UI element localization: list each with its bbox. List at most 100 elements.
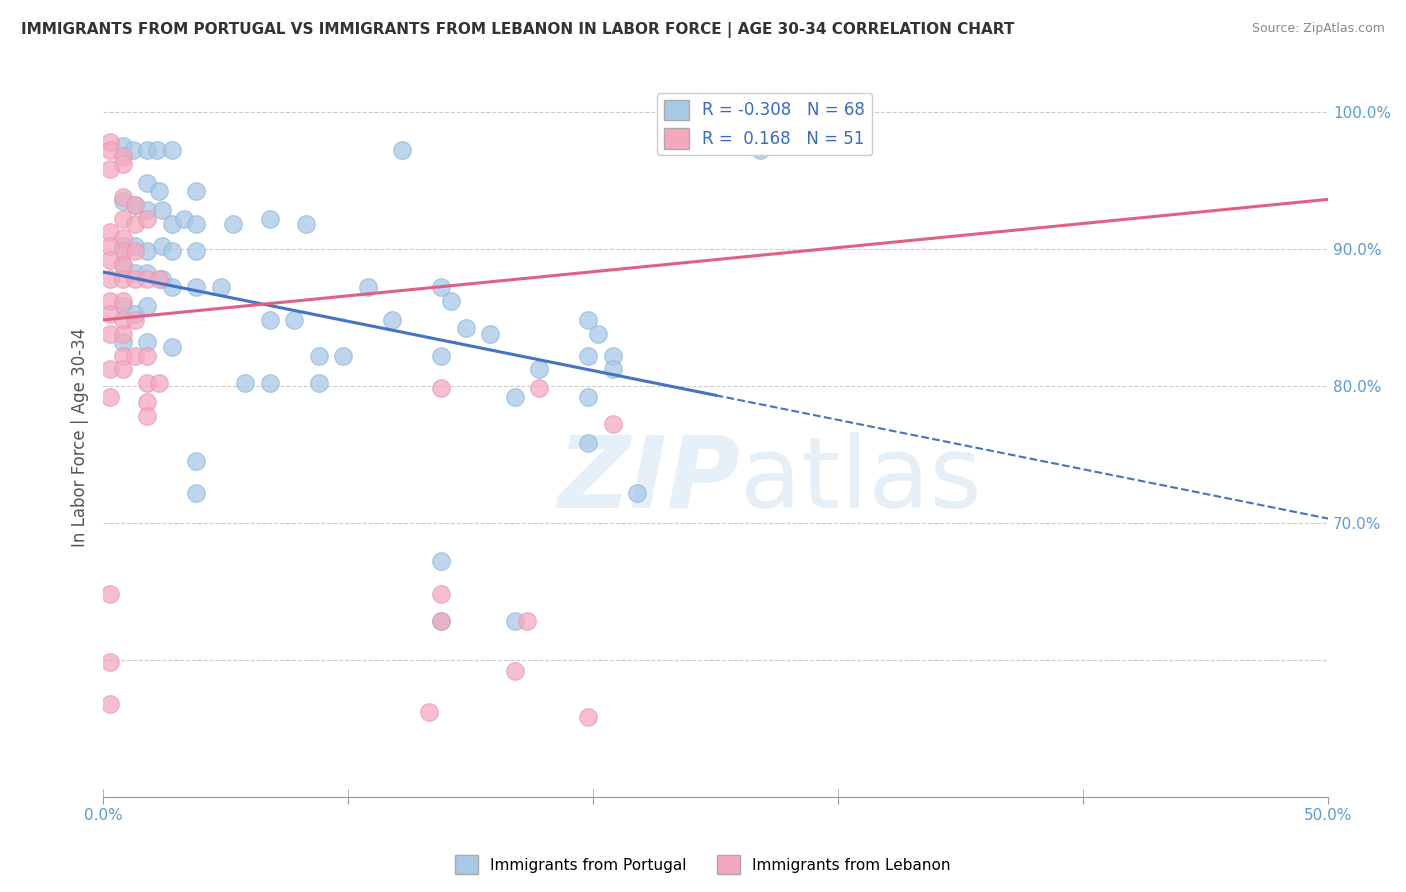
Point (295, 217, 318, 231)
Point (150, 203, 173, 218)
Point (111, 211, 134, 226)
Point (259, 313, 281, 327)
Point (136, 409, 159, 423)
Point (111, 244, 134, 259)
Point (332, 349, 354, 363)
Point (148, 184, 170, 198)
Point (124, 313, 146, 327)
Point (440, 293, 463, 308)
Point (136, 349, 159, 363)
Point (259, 211, 281, 226)
Point (160, 280, 183, 294)
Point (111, 139, 134, 153)
Point (146, 143, 169, 157)
Point (430, 349, 453, 363)
Point (516, 615, 538, 629)
Point (576, 436, 599, 450)
Point (136, 203, 159, 218)
Point (111, 293, 134, 308)
Point (100, 587, 122, 601)
Point (454, 321, 477, 335)
Point (136, 334, 159, 349)
Point (111, 148, 134, 162)
Point (100, 225, 122, 239)
Point (100, 143, 122, 157)
Point (111, 313, 134, 327)
Point (576, 313, 599, 327)
Legend: Immigrants from Portugal, Immigrants from Lebanon: Immigrants from Portugal, Immigrants fro… (449, 849, 957, 880)
Point (124, 272, 146, 286)
Point (503, 615, 526, 629)
Point (602, 362, 624, 376)
Point (124, 239, 146, 253)
Point (136, 272, 159, 286)
Point (100, 697, 122, 711)
Point (186, 244, 208, 259)
Point (100, 326, 122, 341)
Point (602, 417, 624, 431)
Point (160, 217, 183, 231)
Point (111, 189, 134, 203)
Point (186, 485, 208, 500)
Text: IMMIGRANTS FROM PORTUGAL VS IMMIGRANTS FROM LEBANON IN LABOR FORCE | AGE 30-34 C: IMMIGRANTS FROM PORTUGAL VS IMMIGRANTS F… (21, 22, 1015, 38)
Point (586, 326, 609, 341)
Point (124, 308, 146, 322)
Point (222, 217, 245, 231)
Text: ZIP: ZIP (557, 432, 740, 529)
Point (111, 326, 134, 341)
Point (124, 266, 146, 280)
Point (111, 258, 134, 272)
Point (100, 308, 122, 322)
Point (136, 395, 159, 409)
Point (430, 554, 453, 568)
Point (136, 266, 159, 280)
Point (209, 280, 232, 294)
Point (148, 376, 170, 390)
Point (100, 135, 122, 149)
Point (111, 231, 134, 245)
Point (150, 239, 173, 253)
Point (100, 272, 122, 286)
Point (148, 272, 170, 286)
Point (430, 381, 453, 395)
Point (111, 258, 134, 272)
Point (111, 362, 134, 376)
Point (259, 376, 281, 390)
Point (160, 244, 183, 259)
Point (111, 299, 134, 313)
Point (381, 313, 404, 327)
Point (111, 239, 134, 253)
Point (136, 176, 159, 190)
Point (111, 194, 134, 208)
Point (111, 334, 134, 349)
Y-axis label: In Labor Force | Age 30-34: In Labor Force | Age 30-34 (72, 327, 89, 547)
Point (121, 143, 143, 157)
Point (150, 272, 173, 286)
Point (430, 280, 453, 294)
Point (136, 143, 159, 157)
Point (136, 376, 159, 390)
Point (233, 376, 256, 390)
Point (160, 340, 183, 354)
Text: Source: ZipAtlas.com: Source: ZipAtlas.com (1251, 22, 1385, 36)
Point (503, 390, 526, 404)
Point (173, 211, 195, 226)
Point (100, 390, 122, 404)
Point (160, 143, 183, 157)
Point (100, 239, 122, 253)
Point (430, 587, 453, 601)
Point (576, 390, 599, 404)
Point (529, 362, 551, 376)
Point (111, 272, 134, 286)
Point (100, 362, 122, 376)
Point (136, 299, 159, 313)
Point (529, 381, 551, 395)
Point (111, 349, 134, 363)
Point (124, 217, 146, 231)
Point (124, 244, 146, 259)
Point (602, 349, 624, 363)
Point (111, 157, 134, 171)
Point (100, 252, 122, 267)
Point (100, 162, 122, 177)
Legend: R = -0.308   N = 68, R =  0.168   N = 51: R = -0.308 N = 68, R = 0.168 N = 51 (658, 93, 872, 155)
